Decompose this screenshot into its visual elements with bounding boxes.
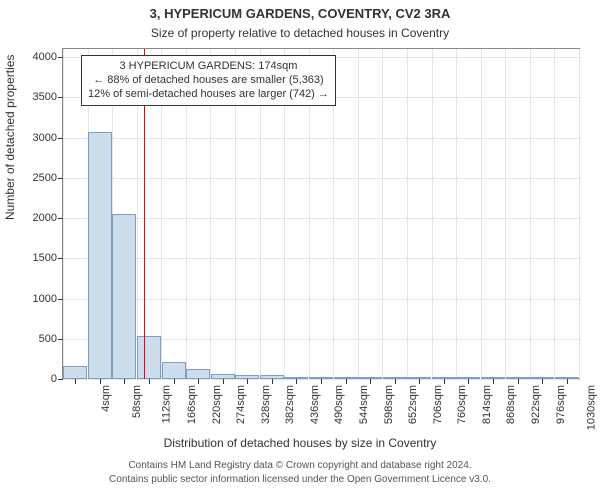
x-tick-mark	[444, 379, 445, 384]
x-tick-mark	[272, 379, 273, 384]
x-tick-label: 976sqm	[555, 385, 567, 424]
x-tick-label: 220sqm	[211, 385, 223, 424]
x-tick-label: 922sqm	[530, 385, 542, 424]
x-tick-label: 112sqm	[161, 385, 173, 423]
y-tick-mark	[58, 218, 63, 219]
grid-line	[579, 49, 580, 379]
x-tick-label: 868sqm	[506, 385, 518, 424]
x-tick-label: 544sqm	[358, 385, 370, 424]
grid-line	[63, 178, 579, 179]
annotation-line-1: 3 HYPERICUM GARDENS: 174sqm	[88, 60, 329, 74]
grid-line	[432, 49, 433, 379]
x-tick-label: 166sqm	[186, 385, 198, 424]
x-tick-label: 1030sqm	[585, 385, 597, 430]
footer-line-1: Contains HM Land Registry data © Crown c…	[0, 460, 600, 471]
x-tick-mark	[321, 379, 322, 384]
x-tick-label: 382sqm	[284, 385, 296, 424]
x-tick-mark	[149, 379, 150, 384]
x-tick-mark	[346, 379, 347, 384]
x-tick-mark	[395, 379, 396, 384]
annotation-box: 3 HYPERICUM GARDENS: 174sqm ← 88% of det…	[81, 55, 336, 106]
y-tick-mark	[58, 339, 63, 340]
grid-line	[530, 49, 531, 379]
grid-line	[505, 49, 506, 379]
x-tick-mark	[100, 379, 101, 384]
grid-line	[481, 49, 482, 379]
x-tick-label: 328sqm	[260, 385, 272, 424]
x-tick-label: 274sqm	[235, 385, 247, 424]
x-tick-mark	[75, 379, 76, 384]
chart-subtitle: Size of property relative to detached ho…	[0, 26, 600, 40]
x-tick-mark	[174, 379, 175, 384]
grid-line	[456, 49, 457, 379]
grid-line	[63, 299, 579, 300]
x-tick-label: 436sqm	[309, 385, 321, 424]
grid-line	[63, 258, 579, 259]
x-tick-label: 4sqm	[100, 385, 112, 412]
x-tick-mark	[223, 379, 224, 384]
x-tick-mark	[542, 379, 543, 384]
x-tick-label: 706sqm	[432, 385, 444, 424]
y-tick-mark	[58, 258, 63, 259]
plot-area: 050010001500200025003000350040004sqm58sq…	[62, 48, 580, 380]
x-tick-label: 58sqm	[131, 385, 143, 418]
grid-line	[382, 49, 383, 379]
x-tick-mark	[370, 379, 371, 384]
x-tick-mark	[124, 379, 125, 384]
x-tick-mark	[296, 379, 297, 384]
footer-line-2: Contains public sector information licen…	[0, 474, 600, 485]
y-tick-mark	[58, 138, 63, 139]
x-tick-mark	[493, 379, 494, 384]
x-tick-mark	[468, 379, 469, 384]
histogram-chart: 3, HYPERICUM GARDENS, COVENTRY, CV2 3RA …	[0, 0, 600, 500]
y-tick-mark	[58, 379, 63, 380]
y-axis-label: Number of detached properties	[3, 200, 17, 220]
x-tick-mark	[518, 379, 519, 384]
grid-line	[63, 218, 579, 219]
histogram-bar	[112, 214, 136, 379]
histogram-bar	[88, 132, 112, 379]
y-tick-mark	[58, 57, 63, 58]
grid-line	[358, 49, 359, 379]
annotation-line-2: ← 88% of detached houses are smaller (5,…	[88, 74, 329, 88]
grid-line	[63, 138, 579, 139]
histogram-bar	[186, 369, 210, 379]
x-tick-mark	[247, 379, 248, 384]
x-tick-label: 490sqm	[334, 385, 346, 424]
x-tick-mark	[198, 379, 199, 384]
x-tick-label: 598sqm	[383, 385, 395, 424]
x-axis-label: Distribution of detached houses by size …	[0, 436, 600, 450]
x-tick-label: 760sqm	[456, 385, 468, 424]
histogram-bar	[137, 336, 161, 379]
grid-line	[63, 49, 64, 379]
x-tick-mark	[419, 379, 420, 384]
y-tick-mark	[58, 299, 63, 300]
y-tick-mark	[58, 178, 63, 179]
x-tick-mark	[567, 379, 568, 384]
x-tick-label: 652sqm	[407, 385, 419, 424]
x-tick-label: 814sqm	[481, 385, 493, 424]
histogram-bar	[162, 362, 186, 379]
histogram-bar	[63, 366, 87, 379]
grid-line	[554, 49, 555, 379]
grid-line	[407, 49, 408, 379]
y-tick-mark	[58, 97, 63, 98]
annotation-line-3: 12% of semi-detached houses are larger (…	[88, 88, 329, 102]
chart-title: 3, HYPERICUM GARDENS, COVENTRY, CV2 3RA	[0, 6, 600, 21]
